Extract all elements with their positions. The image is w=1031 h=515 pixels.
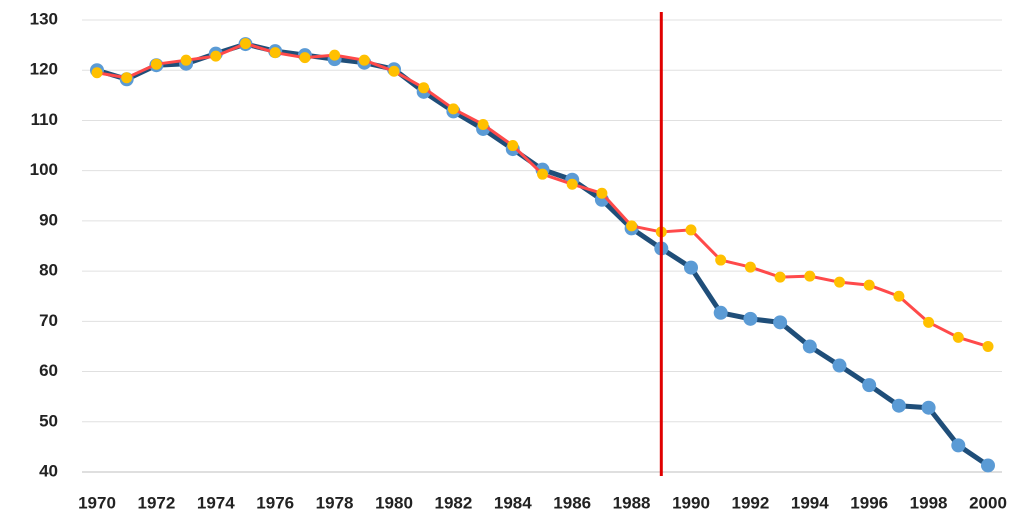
x-tick-label: 1996 [850, 493, 888, 512]
y-tick-label: 90 [39, 210, 58, 229]
marker [210, 50, 222, 62]
y-tick-label: 80 [39, 261, 58, 280]
marker [923, 316, 935, 328]
x-tick-label: 1984 [494, 493, 532, 512]
marker [91, 67, 103, 79]
marker [832, 358, 847, 373]
y-tick-label: 130 [30, 9, 58, 28]
marker [121, 72, 133, 84]
x-tick-label: 1976 [256, 493, 294, 512]
series-line [96, 41, 990, 468]
marker [477, 118, 489, 130]
marker [713, 305, 728, 320]
marker [507, 140, 519, 152]
marker [299, 52, 311, 64]
marker [982, 340, 994, 352]
y-tick-label: 50 [39, 411, 58, 430]
y-tick-label: 70 [39, 311, 58, 330]
marker [596, 187, 608, 199]
x-tick-label: 1986 [553, 493, 591, 512]
marker [952, 331, 964, 343]
marker [388, 65, 400, 77]
marker [329, 49, 341, 61]
y-tick-label: 100 [30, 160, 58, 179]
y-tick-label: 120 [30, 60, 58, 79]
marker [774, 271, 786, 283]
marker [358, 54, 370, 66]
marker [684, 260, 698, 275]
x-tick-label: 2000 [969, 493, 1007, 512]
marker [893, 290, 905, 302]
marker [269, 47, 281, 59]
x-tick-label: 1988 [613, 493, 651, 512]
x-tick-label: 1978 [316, 493, 354, 512]
marker [804, 270, 816, 282]
marker [834, 276, 845, 288]
y-tick-label: 110 [31, 110, 58, 129]
marker [891, 398, 906, 413]
x-tick-label: 1998 [910, 493, 948, 512]
marker [862, 378, 877, 393]
y-tick-label: 40 [39, 461, 58, 480]
marker [240, 38, 251, 50]
marker [180, 54, 192, 66]
marker [951, 438, 966, 453]
marker [537, 168, 548, 180]
marker [715, 254, 727, 266]
marker [744, 261, 756, 273]
x-tick-label: 1974 [197, 493, 235, 512]
marker [773, 315, 788, 330]
x-tick-label: 1980 [375, 493, 413, 512]
marker [863, 279, 875, 291]
marker [418, 82, 430, 94]
y-tick-label: 60 [39, 361, 58, 380]
marker [685, 224, 697, 236]
x-tick-label: 1972 [137, 493, 175, 512]
x-tick-label: 1990 [672, 493, 710, 512]
marker [626, 220, 638, 232]
marker [921, 400, 936, 415]
marker [743, 311, 758, 326]
x-tick-label: 1982 [434, 493, 472, 512]
marker [150, 58, 162, 70]
x-tick-label: 1992 [731, 493, 769, 512]
marker [981, 458, 995, 473]
x-tick-label: 1970 [78, 493, 116, 512]
x-tick-label: 1994 [791, 493, 829, 512]
series-line [96, 42, 989, 348]
marker [447, 103, 459, 115]
marker [802, 339, 817, 354]
marker [566, 178, 578, 190]
